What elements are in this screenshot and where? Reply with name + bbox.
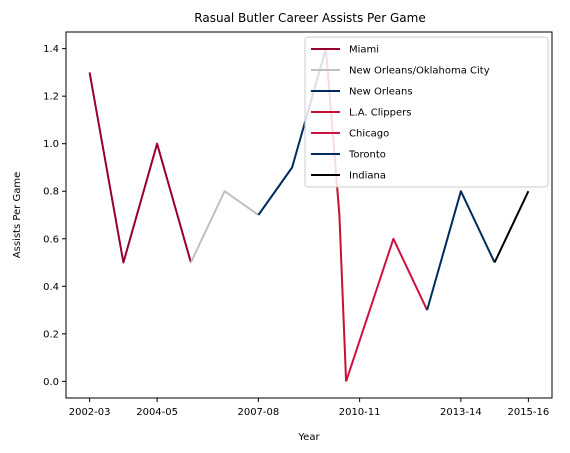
series-line-5 — [426, 190, 496, 311]
y-tick-label: 1.2 — [43, 92, 59, 103]
legend-label: New Orleans/Oklahoma City — [349, 66, 490, 77]
x-tick-label: 2013-14 — [440, 407, 482, 418]
y-tick-label: 0.2 — [43, 329, 59, 340]
y-tick-label: 0.0 — [43, 377, 59, 388]
legend-label: Chicago — [349, 129, 389, 140]
x-tick-label: 2004-05 — [136, 407, 178, 418]
y-axis: 0.0 0.2 0.4 0.6 0.8 1.0 1.2 1.4 — [43, 44, 66, 388]
x-axis-label: Year — [297, 432, 320, 443]
y-tick-label: 0.4 — [43, 282, 59, 293]
x-tick-label: 2010-11 — [339, 407, 381, 418]
y-tick-label: 0.6 — [43, 234, 59, 245]
legend-label: L.A. Clippers — [349, 108, 411, 119]
series-line-6 — [493, 190, 530, 263]
chart-title: Rasual Butler Career Assists Per Game — [194, 11, 425, 25]
y-axis-label: Assists Per Game — [12, 172, 23, 258]
legend-items: Miami New Orleans/Oklahoma City New Orlean… — [311, 45, 490, 182]
x-tick-label: 2015-16 — [507, 407, 549, 418]
series-line-4 — [345, 237, 429, 382]
legend-label: Indiana — [349, 171, 386, 182]
legend-label: Toronto — [348, 150, 386, 161]
y-tick-label: 0.8 — [43, 187, 59, 198]
plot-frame — [65, 31, 553, 399]
x-tick-label: 2007-08 — [237, 407, 279, 418]
x-axis: 2002-03 2004-05 2007-08 2010-11 2013-14 2015-… — [69, 398, 549, 418]
series-line-0 — [88, 72, 192, 264]
legend-label: New Orleans — [349, 87, 413, 98]
series-line-1 — [189, 190, 259, 263]
legend: Miami New Orleans/Oklahoma City New Orlean… — [304, 36, 549, 188]
legend-label: Miami — [349, 45, 379, 56]
x-tick-label: 2002-03 — [69, 407, 111, 418]
y-tick-label: 1.4 — [43, 44, 59, 55]
legend-box — [304, 36, 549, 188]
y-tick-label: 1.0 — [43, 139, 59, 150]
